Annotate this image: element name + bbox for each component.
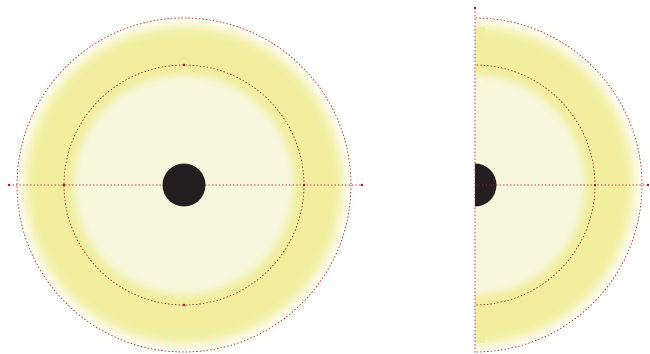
half-guide-marker [593, 183, 597, 187]
half-axis-top-end [473, 6, 477, 10]
half-axis-right-end [646, 183, 650, 187]
full-guide-top-marker [182, 63, 186, 67]
full-outer-guide-circle [16, 17, 352, 353]
full-axis-right-end [360, 183, 364, 187]
full-core [162, 163, 206, 207]
half-outer-guide-arc [475, 17, 643, 353]
full-guide-left-marker [62, 183, 66, 187]
full-view-figure [7, 17, 364, 353]
full-guide-right-marker [302, 183, 306, 187]
half-view-figure [473, 6, 650, 354]
full-guide-bottom-marker [182, 303, 186, 307]
half-inner-disc [475, 75, 585, 295]
full-axis-left-end [7, 183, 11, 187]
